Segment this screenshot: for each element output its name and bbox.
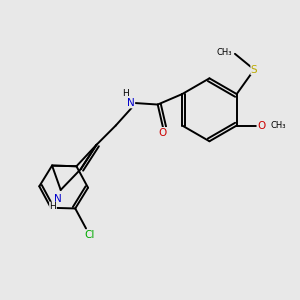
Text: CH₃: CH₃	[271, 121, 286, 130]
Text: N: N	[54, 194, 62, 204]
Text: H: H	[50, 202, 56, 211]
Text: Cl: Cl	[85, 230, 95, 240]
Text: H: H	[122, 88, 129, 98]
Text: O: O	[257, 121, 265, 130]
Text: O: O	[159, 128, 167, 137]
Text: N: N	[127, 98, 135, 108]
Text: CH₃: CH₃	[216, 48, 232, 57]
Text: S: S	[251, 64, 257, 75]
